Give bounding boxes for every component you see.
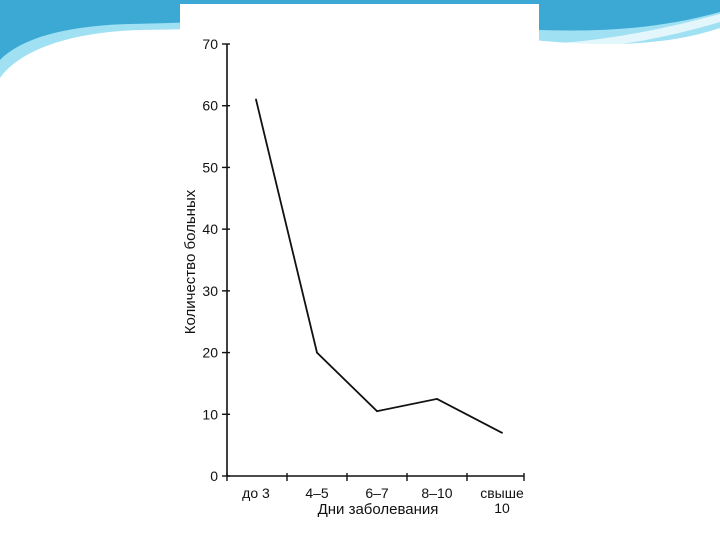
x-axis-title: Дни заболевания (318, 501, 439, 518)
x-tick-label: 6–7 (365, 485, 389, 501)
y-tick-label: 30 (202, 283, 218, 299)
data-point (376, 410, 378, 413)
y-axis-title: Количество больных (182, 189, 199, 334)
x-tick-label: 8–10 (421, 485, 452, 501)
data-point (255, 98, 257, 101)
x-tick-label: свыше 10 (480, 485, 524, 516)
data-point (316, 351, 318, 354)
x-tick-label: до 3 (242, 485, 270, 501)
data-point (501, 431, 503, 434)
series-layer (255, 98, 503, 434)
data-point (436, 398, 438, 400)
y-tick-label: 20 (202, 345, 218, 361)
y-tick-label: 70 (202, 36, 218, 52)
x-axis: до 3 4–5 6–7 8–10 свыше 10 (226, 473, 525, 516)
series-line (255, 99, 503, 434)
y-tick-label: 0 (210, 468, 218, 484)
y-tick-label: 10 (202, 406, 218, 422)
y-tick-label: 50 (202, 159, 218, 175)
x-tick-label: 4–5 (305, 485, 329, 501)
header-wave-highlight (540, 14, 720, 50)
y-axis: 0 10 20 30 40 50 60 70 (202, 36, 230, 484)
y-tick-label: 60 (202, 98, 218, 114)
chart-panel: 0 10 20 30 40 50 60 70 до 3 4–5 6–7 8–10 свыше 10 Дн… (180, 4, 539, 540)
line-chart: 0 10 20 30 40 50 60 70 до 3 4–5 6–7 8–10 свыше 10 Дн… (182, 36, 525, 518)
y-tick-label: 40 (202, 221, 218, 237)
